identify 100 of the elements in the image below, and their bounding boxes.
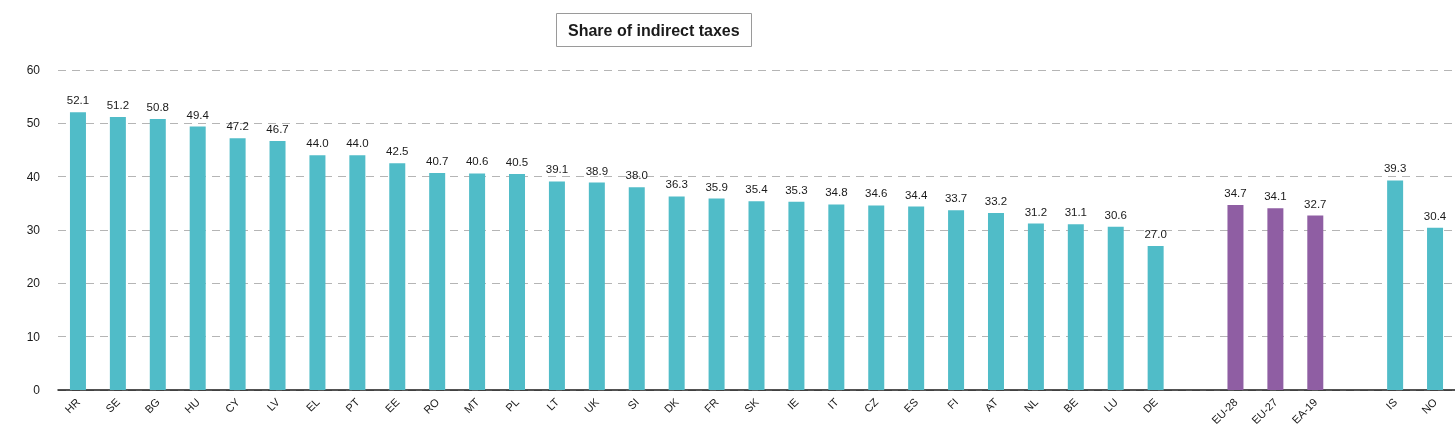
data-label: 35.9 (705, 180, 728, 193)
data-label: 39.1 (545, 163, 569, 176)
x-tick-label: IE (784, 395, 801, 412)
y-tick-label: 20 (26, 276, 41, 291)
bar (1307, 215, 1324, 390)
data-label: 44.0 (346, 137, 369, 150)
bar (349, 155, 366, 390)
x-tick-label: PL (503, 395, 522, 414)
x-tick-label: LT (544, 395, 562, 413)
bar (149, 119, 166, 390)
data-label: 47.2 (226, 120, 249, 133)
x-tick-label: IS (1383, 395, 1400, 412)
x-tick-label: BG (142, 395, 163, 416)
data-label: 33.2 (984, 194, 1008, 207)
bar (509, 174, 526, 390)
x-tick-label: PT (343, 395, 362, 415)
data-label: 34.4 (904, 188, 928, 201)
bar (1067, 224, 1084, 390)
x-tick-label: NO (1419, 395, 1440, 416)
bar (1147, 246, 1164, 390)
data-label: 44.0 (306, 137, 329, 150)
bar (628, 187, 645, 390)
x-tick-label: EE (382, 395, 402, 415)
data-label: 49.4 (186, 108, 210, 121)
x-tick-label: RO (421, 395, 442, 416)
x-tick-label: MT (461, 395, 482, 416)
x-tick-label: HR (62, 395, 83, 416)
data-label: 35.3 (785, 183, 808, 196)
bar (908, 206, 925, 390)
data-label: 30.4 (1423, 209, 1447, 222)
bar (229, 138, 246, 390)
data-label: 34.8 (825, 186, 848, 199)
x-tick-label: FI (944, 395, 961, 412)
bar (189, 126, 206, 390)
data-label: 51.2 (106, 98, 130, 111)
bar (389, 163, 406, 390)
bar (429, 172, 446, 390)
data-label: 34.1 (1264, 190, 1287, 203)
bar (668, 196, 685, 390)
data-label: 38.9 (585, 164, 609, 177)
x-tick-label: CZ (861, 395, 881, 415)
data-label: 27.0 (1144, 228, 1167, 240)
data-label: 39.3 (1383, 162, 1407, 175)
bar (868, 205, 885, 390)
x-tick-label: DK (661, 395, 682, 416)
x-tick-label: NL (1021, 395, 1041, 415)
x-tick-label: HU (182, 395, 202, 416)
data-label: 52.1 (66, 94, 90, 107)
data-label: 40.7 (425, 154, 449, 167)
data-label: 38.0 (625, 169, 648, 182)
x-tick-label: SK (741, 395, 762, 415)
x-tick-label: LV (264, 395, 283, 414)
data-label: 34.7 (1224, 186, 1247, 199)
bar (948, 210, 965, 390)
bar (269, 140, 286, 390)
bar (309, 155, 326, 390)
bar (1027, 223, 1044, 390)
x-tick-label: EL (303, 395, 322, 414)
bar (1387, 180, 1404, 390)
data-label: 32.7 (1304, 197, 1327, 210)
y-tick-label: 10 (26, 329, 41, 344)
bar (828, 204, 845, 390)
data-label: 31.2 (1024, 205, 1048, 218)
x-tick-label: IT (825, 395, 841, 412)
bar (1107, 226, 1124, 390)
bar (1227, 204, 1244, 390)
data-label: 40.5 (505, 156, 529, 168)
y-tick-label: 0 (33, 383, 41, 397)
x-tick-label: FR (701, 395, 721, 415)
y-tick-label: 60 (26, 63, 41, 77)
y-tick-label: 40 (26, 169, 41, 184)
data-label: 33.7 (944, 192, 968, 205)
x-tick-label: SE (103, 395, 123, 415)
bar (69, 112, 86, 390)
y-tick-label: 50 (26, 116, 41, 131)
data-label: 50.8 (146, 101, 169, 114)
bar (109, 116, 126, 390)
x-tick-label: BE (1061, 395, 1081, 415)
data-label: 42.5 (386, 145, 409, 158)
data-label: 30.6 (1104, 208, 1127, 221)
bar (1267, 208, 1284, 390)
bar (1427, 227, 1444, 390)
bar (788, 201, 805, 390)
bar (548, 181, 565, 390)
data-label: 31.1 (1064, 206, 1088, 219)
x-tick-label: AT (982, 395, 1001, 414)
chart-title: Share of indirect taxes (568, 21, 740, 39)
bar (987, 212, 1004, 390)
x-tick-label: SI (625, 395, 641, 412)
x-tick-label: CY (222, 395, 243, 416)
x-tick-label: DE (1140, 395, 1160, 416)
data-label: 36.3 (665, 178, 688, 191)
bar (748, 201, 765, 390)
data-label: 35.4 (745, 183, 769, 196)
data-label: 34.6 (865, 187, 888, 200)
data-label: 40.6 (465, 155, 489, 168)
x-tick-label: LU (1101, 395, 1121, 415)
x-tick-label: UK (581, 395, 602, 416)
x-tick-label: ES (901, 395, 921, 415)
bar (588, 182, 605, 390)
